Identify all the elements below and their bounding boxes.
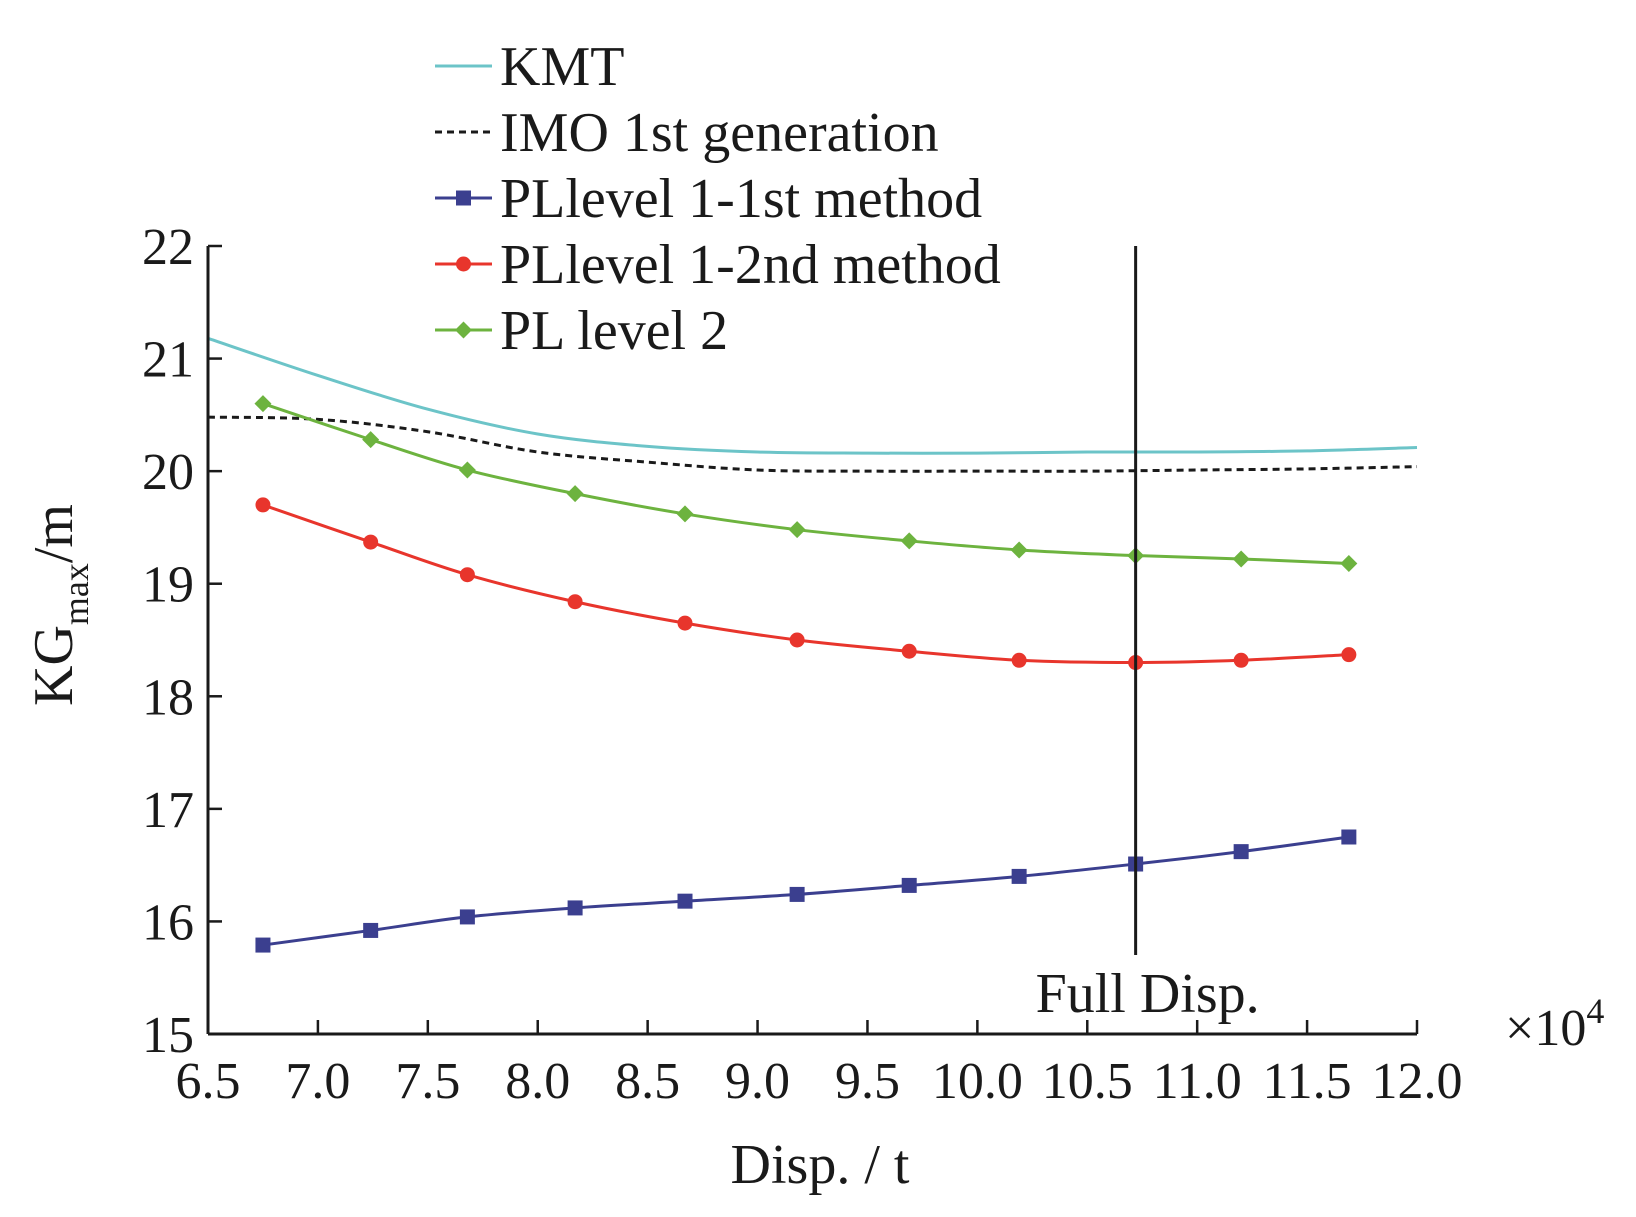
legend-label-0: KMT — [500, 36, 624, 98]
legend-item-0: KMT — [435, 36, 624, 98]
x-tick-label-11: 12.0 — [1372, 1053, 1463, 1110]
series-3-point-10 — [1341, 647, 1357, 663]
series-4-point-4 — [676, 505, 694, 523]
legend-label-4: PL level 2 — [500, 300, 728, 362]
y-tick-label-6: 21 — [142, 332, 194, 389]
series-3-point-3 — [567, 594, 583, 610]
series-2-point-4 — [677, 893, 693, 909]
series-3-point-1 — [363, 534, 379, 550]
series-4-point-0 — [254, 395, 272, 413]
series-4-point-2 — [458, 461, 476, 479]
x-tick-label-2: 7.5 — [395, 1053, 460, 1110]
series-2-point-3 — [567, 900, 583, 916]
series-4-point-5 — [788, 521, 806, 539]
series-3-point-7 — [1011, 652, 1027, 668]
series-line-0 — [207, 336, 1418, 455]
x-tick-label-5: 9.0 — [725, 1053, 790, 1110]
legend-marker-4 — [455, 321, 472, 339]
series-4-point-7 — [1010, 541, 1028, 559]
x-tick-label-0: 6.5 — [176, 1053, 241, 1110]
legend-item-1: IMO 1st generation — [435, 102, 939, 164]
y-tick-label-0: 15 — [142, 1007, 194, 1064]
series-2-point-1 — [363, 922, 379, 938]
series-3-point-2 — [459, 567, 475, 583]
x-tick-label-3: 8.0 — [505, 1053, 570, 1110]
y-axis-title-sub: max — [56, 563, 96, 625]
x-tick-label-6: 9.5 — [835, 1053, 900, 1110]
x-tick-label-4: 8.5 — [615, 1053, 680, 1110]
legend-item-4: PL level 2 — [435, 300, 728, 362]
series-3-point-9 — [1233, 652, 1249, 668]
legend-label-3: PLlevel 1-2nd method — [500, 234, 1001, 296]
series-2-point-0 — [255, 937, 271, 953]
series-line-3 — [262, 503, 1349, 665]
y-axis-title-main: KG — [23, 625, 85, 706]
axes-layer: 6.5 7.0 7.5 8.0 8.5 9.0 9.5 10.0 10.5 11.0 11.5 12.… — [142, 219, 1463, 1110]
series-2-point-7 — [1011, 868, 1027, 884]
series-line-1 — [207, 415, 1418, 473]
x-axis-title: Disp. / t — [731, 1134, 910, 1196]
series-4-point-1 — [362, 431, 380, 449]
series-0 — [207, 336, 1418, 455]
y-tick-label-5: 20 — [142, 444, 194, 501]
series-2-point-2 — [459, 909, 475, 925]
y-tick-label-1: 16 — [142, 894, 194, 951]
series-3-point-4 — [677, 615, 693, 631]
series-4 — [254, 395, 1358, 572]
y-axis-title-unit: /m — [23, 504, 85, 563]
y-tick-label-2: 17 — [142, 782, 194, 839]
legend-label-2: PLlevel 1-1st method — [500, 168, 982, 230]
svg-text:×104: ×104 — [1505, 991, 1604, 1057]
x-tick-label-10: 11.5 — [1263, 1053, 1352, 1110]
x-multiplier-exponent: 4 — [1586, 991, 1604, 1031]
series-2-point-6 — [901, 877, 917, 893]
series-3-point-0 — [255, 497, 271, 513]
full-disp-label: Full Disp. — [1036, 963, 1260, 1025]
x-tick-label-1: 7.0 — [285, 1053, 350, 1110]
y-axis-title: KGmax/m — [23, 504, 96, 706]
series-layer — [207, 336, 1418, 953]
x-tick-label-9: 11.0 — [1153, 1053, 1242, 1110]
x-multiplier: ×104 — [1505, 991, 1604, 1057]
x-tick-label-7: 10.0 — [932, 1053, 1023, 1110]
series-4-point-3 — [566, 485, 584, 503]
legend-item-2: PLlevel 1-1st method — [435, 168, 982, 230]
series-4-point-10 — [1340, 554, 1358, 572]
series-3 — [255, 497, 1357, 671]
svg-text:KGmax/m: KGmax/m — [23, 504, 96, 706]
series-1 — [207, 415, 1418, 473]
series-2-point-10 — [1341, 829, 1357, 845]
legend-marker-2 — [456, 190, 471, 206]
y-tick-label-3: 18 — [142, 669, 194, 726]
series-2-point-9 — [1233, 844, 1249, 860]
series-line-4 — [262, 402, 1349, 565]
legend-label-1: IMO 1st generation — [500, 102, 939, 164]
series-3-point-6 — [901, 643, 917, 659]
legend-item-3: PLlevel 1-2nd method — [435, 234, 1001, 296]
series-line-2 — [262, 835, 1350, 947]
series-4-point-9 — [1232, 550, 1250, 568]
series-2 — [255, 829, 1357, 953]
series-3-point-5 — [789, 632, 805, 648]
x-tick-label-8: 10.5 — [1042, 1053, 1133, 1110]
series-2-point-5 — [789, 886, 805, 902]
legend-marker-3 — [456, 256, 471, 272]
y-tick-label-7: 22 — [142, 219, 194, 276]
y-tick-label-4: 19 — [142, 557, 194, 614]
series-4-point-6 — [900, 532, 918, 550]
x-multiplier-base: ×10 — [1505, 1000, 1586, 1057]
